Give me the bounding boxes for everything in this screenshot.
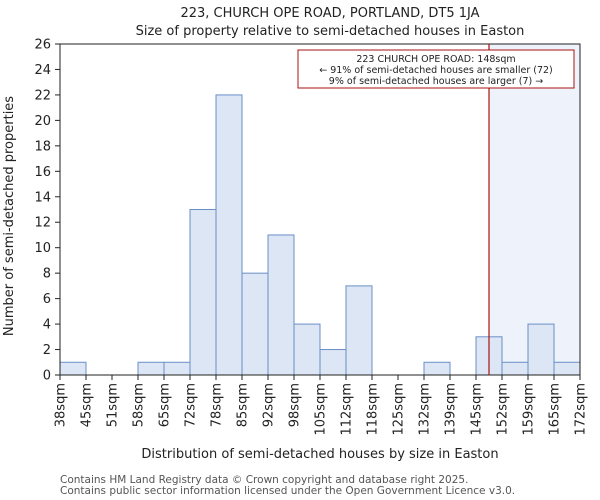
- x-tick-label: 159sqm: [522, 383, 537, 436]
- x-tick-label: 172sqm: [574, 383, 589, 436]
- x-tick-label: 45sqm: [80, 383, 95, 427]
- x-tick-label: 139sqm: [444, 383, 459, 436]
- y-axis-label: Number of semi-detached properties: [2, 96, 17, 336]
- bar-112sqm: [345, 285, 373, 376]
- y-tick-label: 14: [34, 190, 51, 205]
- x-tick-label: 85sqm: [236, 383, 251, 427]
- chart-title: 223, CHURCH OPE ROAD, PORTLAND, DT5 1JA: [180, 6, 479, 21]
- bar-159sqm: [527, 323, 555, 376]
- x-tick-label: 72sqm: [184, 383, 199, 427]
- y-tick-label: 16: [34, 165, 51, 180]
- x-tick-label: 51sqm: [106, 383, 121, 427]
- y-tick-label: 8: [43, 267, 51, 282]
- y-tick-label: 24: [34, 63, 51, 78]
- bars: [59, 94, 581, 376]
- x-tick-label: 58sqm: [132, 383, 147, 427]
- bar-152sqm: [501, 361, 529, 376]
- x-tick-label: 92sqm: [262, 383, 277, 427]
- y-tick-label: 18: [34, 139, 51, 154]
- annotation-line-3: 9% of semi-detached houses are larger (7…: [329, 76, 543, 87]
- y-tick-label: 26: [34, 38, 51, 53]
- bar-85sqm: [241, 272, 269, 376]
- y-tick-label: 20: [34, 114, 51, 129]
- x-tick-label: 152sqm: [496, 383, 511, 436]
- annotation-border: [297, 49, 575, 89]
- x-ticks: 38sqm 45sqm 51sqm 58sqm 65sqm 72sqm 78sqm 85sqm…: [54, 375, 589, 436]
- x-tick-label: 165sqm: [548, 383, 563, 436]
- bar-92sqm: [267, 234, 295, 376]
- plot-frame: [59, 43, 581, 376]
- y-tick-label: 2: [43, 343, 51, 358]
- y-tick-label: 4: [43, 318, 51, 333]
- bar-72sqm: [189, 209, 217, 376]
- x-tick-label: 132sqm: [418, 383, 433, 436]
- y-tick-label: 0: [43, 369, 51, 384]
- chart-subtitle: Size of property relative to semi-detach…: [136, 24, 525, 39]
- bar-98sqm: [293, 323, 321, 376]
- y-tick-label: 6: [43, 292, 51, 307]
- x-tick-label: 98sqm: [288, 383, 303, 427]
- bar-65sqm: [163, 361, 191, 376]
- x-tick-label: 145sqm: [470, 383, 485, 436]
- larger-region-shade: [489, 44, 580, 375]
- annotation-line-2: ← 91% of semi-detached houses are smalle…: [319, 65, 553, 76]
- bar-132sqm: [423, 361, 451, 376]
- bar-78sqm: [215, 94, 243, 376]
- x-tick-label: 38sqm: [54, 383, 69, 427]
- bar-105sqm: [319, 349, 347, 376]
- footer-line-2: Contains public sector information licen…: [60, 485, 515, 497]
- x-tick-label: 125sqm: [392, 383, 407, 436]
- x-tick-label: 118sqm: [366, 383, 381, 436]
- x-tick-label: 112sqm: [340, 383, 355, 436]
- y-tick-label: 10: [34, 241, 51, 256]
- x-tick-label: 105sqm: [314, 383, 329, 436]
- y-tick-label: 22: [34, 88, 51, 103]
- bar-58sqm: [137, 361, 165, 376]
- annotation-line-1: 223 CHURCH OPE ROAD: 148sqm: [356, 54, 515, 65]
- y-tick-label: 12: [34, 216, 51, 231]
- annotation-box: 223 CHURCH OPE ROAD: 148sqm ← 91% of sem…: [297, 49, 575, 89]
- footer-line-1: Contains HM Land Registry data © Crown c…: [60, 474, 468, 486]
- bar-165sqm: [553, 361, 581, 376]
- x-axis-label: Distribution of semi-detached houses by …: [141, 447, 498, 462]
- x-tick-label: 78sqm: [210, 383, 225, 427]
- bar-38sqm: [59, 361, 87, 376]
- x-tick-label: 65sqm: [158, 383, 173, 427]
